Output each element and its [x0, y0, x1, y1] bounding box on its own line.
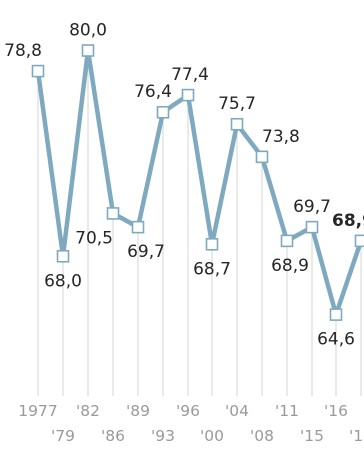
data-point-marker	[354, 234, 364, 248]
x-tick-label: '89	[126, 402, 150, 420]
data-point-marker	[280, 234, 294, 248]
value-label: 75,7	[218, 94, 256, 114]
data-point-marker	[255, 150, 269, 164]
x-tick-label: '15	[300, 427, 324, 445]
value-label: 64,6	[317, 330, 355, 350]
data-point-marker	[329, 308, 343, 321]
value-label: 68,9	[271, 256, 309, 276]
x-tick-label: '04	[225, 402, 249, 420]
data-point-marker	[131, 220, 145, 234]
value-label: 80,0	[69, 21, 107, 41]
data-point-marker	[205, 237, 219, 251]
x-tick-label: '93	[151, 427, 175, 445]
value-label: 76,4	[134, 82, 172, 102]
data-point-marker	[31, 64, 45, 78]
data-point-marker	[81, 44, 95, 57]
x-tick-label: '96	[176, 402, 200, 420]
data-point-marker	[56, 250, 70, 263]
value-label: 78,8	[4, 41, 42, 61]
data-point-marker	[106, 207, 120, 220]
x-tick-label: '19	[349, 427, 364, 445]
x-tick-label: '16	[324, 402, 348, 420]
value-label: 77,4	[171, 65, 209, 85]
value-label: 73,8	[262, 127, 300, 147]
value-label: 68,9	[332, 211, 364, 231]
x-tick-label: '08	[250, 427, 274, 445]
value-label: 69,7	[293, 197, 331, 217]
x-tick-label: '86	[101, 427, 125, 445]
value-label: 68,0	[44, 271, 82, 291]
x-tick-label: '82	[76, 402, 100, 420]
data-point-marker	[305, 220, 319, 234]
value-label: 70,5	[75, 228, 113, 248]
data-point-marker	[181, 88, 195, 102]
data-point-marker	[156, 105, 170, 119]
value-label: 69,7	[127, 242, 165, 262]
x-tick-label: '11	[275, 402, 299, 420]
data-point-marker	[230, 117, 244, 131]
value-label: 68,7	[193, 259, 231, 279]
x-tick-label: '79	[51, 427, 75, 445]
x-tick-label: '00	[200, 427, 224, 445]
x-tick-label: 1977	[18, 402, 57, 420]
